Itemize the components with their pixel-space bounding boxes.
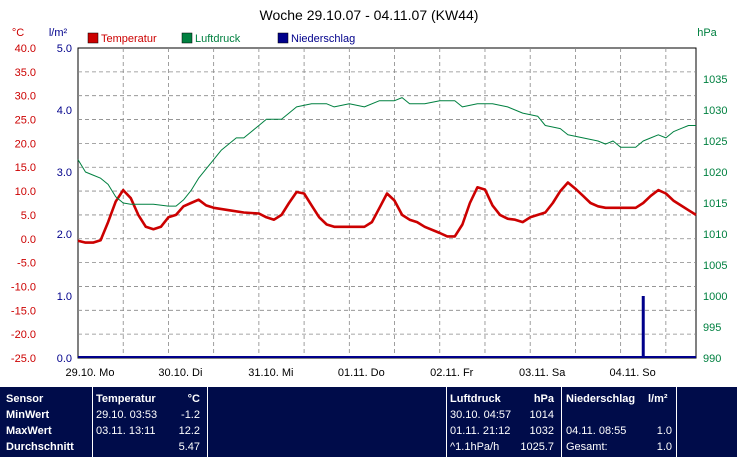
temp-tick-label: 0.0 — [21, 234, 36, 246]
header-temp-unit: °C — [187, 393, 200, 405]
pressure-axis-ticks: 1035 1030 1025 1020 1015 1010 1005 1000 995 990 — [703, 74, 727, 365]
temp-axis-ticks: 40.0 35.0 30.0 25.0 20.0 15.0 10.0 5.0 0.0 -5.0 -1… — [11, 43, 36, 365]
header-press-unit: hPa — [533, 393, 554, 405]
rain-total-value: 1.0 — [656, 441, 672, 453]
plot-area — [77, 47, 697, 359]
pressure-tick-label: 995 — [703, 322, 721, 334]
x-tick-label: 01.11. Do — [338, 367, 385, 379]
weather-chart: Woche 29.10.07 - 04.11.07 (KW44) °C l/m²… — [11, 7, 728, 379]
temp-tick-label: 5.0 — [21, 210, 36, 222]
legend-label-niederschlag: Niederschlag — [291, 33, 355, 45]
rain-tick-label: 2.0 — [57, 229, 72, 241]
statistics-table: Sensor Temperatur °C Luftdruck hPa Niede… — [0, 387, 737, 457]
header-niederschlag: Niederschlag — [566, 393, 636, 405]
rain-total-label: Gesamt: — [566, 441, 608, 453]
avg-press-value: 1025.7 — [520, 441, 554, 453]
row-label-max: MaxWert — [6, 425, 52, 437]
max-rain-value: 1.0 — [656, 425, 672, 437]
legend-label-temperatur: Temperatur — [101, 33, 157, 45]
x-axis-ticks: 29.10. Mo 30.10. Di 31.10. Mi 01.11. Do 02.1… — [66, 367, 656, 379]
rain-axis-ticks: 5.0 4.0 3.0 2.0 1.0 0.0 — [57, 43, 72, 365]
pressure-tick-label: 1020 — [703, 167, 727, 179]
pressure-tick-label: 990 — [703, 353, 721, 365]
rain-bar — [641, 296, 645, 358]
temp-tick-label: -15.0 — [11, 305, 36, 317]
pressure-tick-label: 1000 — [703, 291, 727, 303]
temp-tick-label: -20.0 — [11, 329, 36, 341]
rain-tick-label: 0.0 — [57, 353, 72, 365]
rain-tick-label: 5.0 — [57, 43, 72, 55]
x-tick-label: 04.11. So — [609, 367, 655, 379]
legend: Temperatur Luftdruck Niederschlag — [87, 32, 355, 45]
max-rain-time: 04.11. 08:55 — [566, 425, 627, 437]
header-luftdruck: Luftdruck — [450, 393, 501, 405]
pressure-unit-label: hPa — [697, 27, 717, 39]
temp-tick-label: 15.0 — [15, 162, 36, 174]
min-press-time: 30.10. 04:57 — [450, 409, 512, 421]
max-press-time: 01.11. 21:12 — [450, 425, 511, 437]
pressure-tick-label: 1035 — [703, 74, 727, 86]
pressure-tick-label: 1025 — [703, 136, 727, 148]
pressure-tick-label: 1030 — [703, 105, 727, 117]
pressure-tick-label: 1015 — [703, 198, 727, 210]
header-sensor: Sensor — [6, 393, 44, 405]
avg-temp-value: 5.47 — [178, 441, 200, 453]
chart-title: Woche 29.10.07 - 04.11.07 (KW44) — [260, 7, 479, 23]
pressure-tick-label: 1005 — [703, 260, 727, 272]
temp-tick-label: 35.0 — [15, 67, 36, 79]
x-tick-label: 03.11. Sa — [519, 367, 566, 379]
header-temperatur: Temperatur — [96, 393, 156, 405]
pressure-tick-label: 1010 — [703, 229, 727, 241]
temp-tick-label: 10.0 — [15, 186, 36, 198]
rain-tick-label: 4.0 — [57, 105, 72, 117]
temp-unit-label: °C — [12, 27, 24, 39]
x-tick-label: 31.10. Mi — [248, 367, 293, 379]
legend-swatch-niederschlag — [277, 32, 289, 44]
x-tick-label: 29.10. Mo — [66, 367, 115, 379]
legend-swatch-luftdruck — [181, 32, 193, 44]
max-press-value: 1032 — [529, 425, 554, 437]
row-label-min: MinWert — [6, 409, 50, 421]
rain-tick-label: 1.0 — [57, 291, 72, 303]
temp-tick-label: 40.0 — [15, 43, 36, 55]
temp-tick-label: 20.0 — [15, 138, 36, 150]
press-trend: ^1.1hPa/h — [450, 441, 500, 453]
temp-tick-label: -25.0 — [11, 353, 36, 365]
x-tick-label: 02.11. Fr — [430, 367, 474, 379]
row-label-avg: Durchschnitt — [6, 441, 74, 453]
rain-unit-label: l/m² — [49, 27, 68, 39]
min-temp-value: -1.2 — [181, 409, 200, 421]
series-layer — [77, 97, 697, 358]
series-line-temperatur — [77, 181, 697, 244]
series-line-luftdruck — [77, 97, 696, 207]
max-temp-value: 12.2 — [178, 425, 200, 437]
legend-label-luftdruck: Luftdruck — [195, 33, 241, 45]
min-press-value: 1014 — [529, 409, 554, 421]
temp-tick-label: 25.0 — [15, 115, 36, 127]
min-temp-time: 29.10. 03:53 — [96, 409, 158, 421]
legend-swatch-temperatur — [87, 32, 99, 44]
temp-tick-label: -5.0 — [17, 258, 36, 270]
rain-tick-label: 3.0 — [57, 167, 72, 179]
x-tick-label: 30.10. Di — [158, 367, 202, 379]
temp-tick-label: 30.0 — [15, 91, 36, 103]
header-rain-unit: l/m² — [648, 393, 668, 405]
max-temp-time: 03.11. 13:11 — [96, 425, 156, 437]
temp-tick-label: -10.0 — [11, 281, 36, 293]
